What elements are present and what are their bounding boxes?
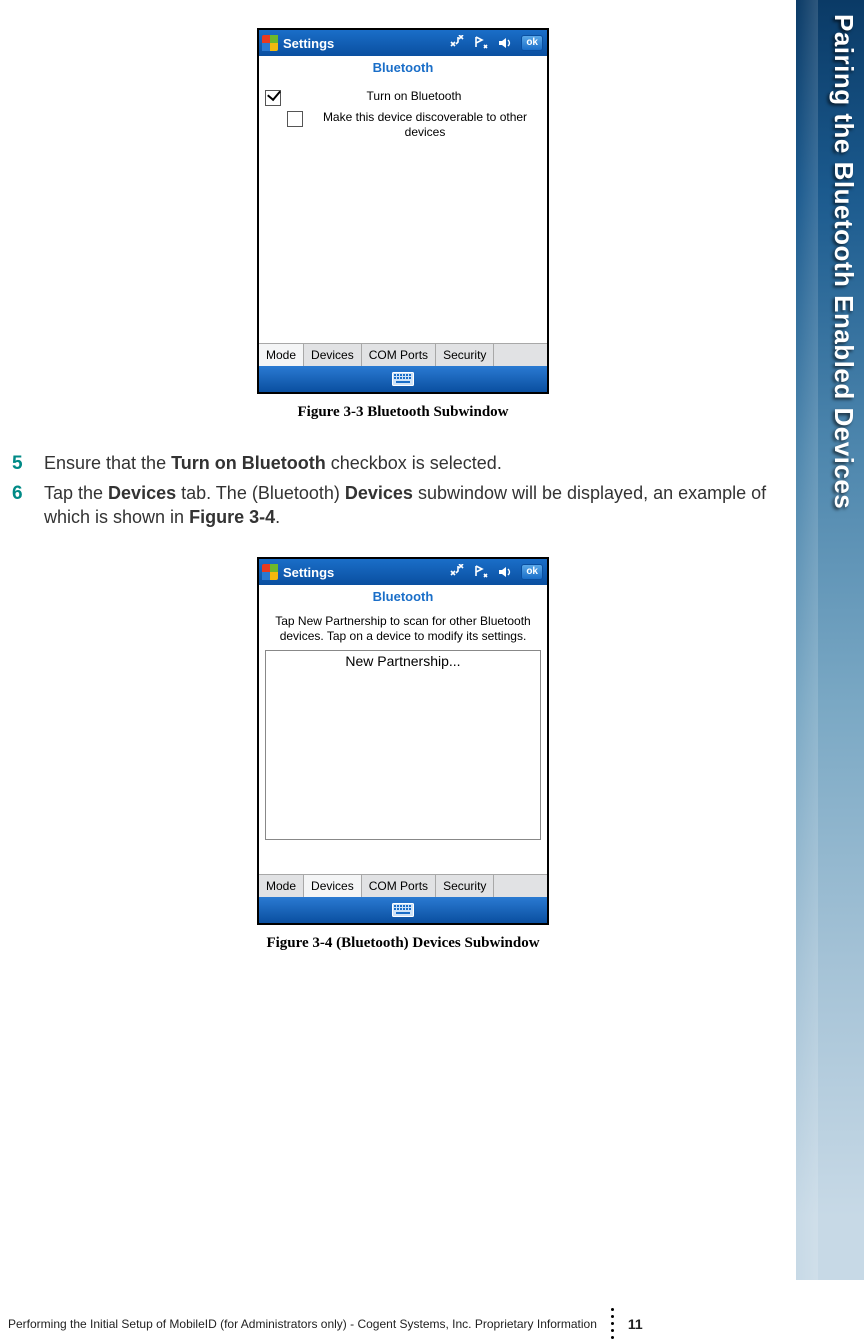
new-partnership-item[interactable]: New Partnership...: [270, 653, 536, 669]
tab-filler: [494, 344, 547, 366]
tab-mode[interactable]: Mode: [259, 344, 304, 366]
footer-text: Performing the Initial Setup of MobileID…: [8, 1317, 597, 1331]
start-flag-icon-2[interactable]: [261, 563, 279, 581]
wm-window-bluetooth-mode: Settings ok Bluetooth Turn on Bluetooth …: [257, 28, 549, 394]
discoverable-label: Make this device discoverable to other d…: [309, 110, 541, 140]
connectivity-icon[interactable]: [449, 35, 465, 51]
keyboard-icon[interactable]: [392, 372, 414, 386]
turn-on-bluetooth-checkbox[interactable]: [265, 90, 281, 106]
step-6-bold-1: Devices: [108, 483, 176, 503]
speaker-icon[interactable]: [497, 35, 513, 51]
instruction-list: 5 Ensure that the Turn on Bluetooth chec…: [12, 451, 794, 529]
wm-body-devices: Tap New Partnership to scan for other Bl…: [259, 610, 547, 874]
tab-mode-2[interactable]: Mode: [259, 875, 304, 897]
tab-devices-2[interactable]: Devices: [304, 875, 362, 897]
speaker-icon-2[interactable]: [497, 564, 513, 580]
tab-com-ports-2[interactable]: COM Ports: [362, 875, 436, 897]
step-5-number: 5: [12, 451, 30, 477]
tab-com-ports[interactable]: COM Ports: [362, 344, 436, 366]
step-6-figure-ref: Figure 3-4: [189, 507, 275, 527]
ok-button-2[interactable]: ok: [521, 564, 543, 580]
devices-help-text: Tap New Partnership to scan for other Bl…: [265, 614, 541, 644]
step-6-part-c: tab. The (Bluetooth): [176, 483, 345, 503]
side-chapter-title: Pairing the Bluetooth Enabled Devices: [804, 14, 859, 509]
tab-devices[interactable]: Devices: [304, 344, 362, 366]
step-5: 5 Ensure that the Turn on Bluetooth chec…: [12, 451, 794, 477]
figure-3-4-caption: Figure 3-4 (Bluetooth) Devices Subwindow: [8, 935, 798, 952]
wm-tabs-2: Mode Devices COM Ports Security: [259, 874, 547, 897]
side-chapter-tab: Pairing the Bluetooth Enabled Devices: [796, 0, 864, 1280]
step-5-text: Ensure that the Turn on Bluetooth checkb…: [44, 451, 794, 477]
start-flag-icon[interactable]: [261, 34, 279, 52]
footer-dots: [611, 1308, 614, 1339]
step-6: 6 Tap the Devices tab. The (Bluetooth) D…: [12, 481, 794, 530]
wm-title-2: Settings: [283, 565, 334, 580]
page-body: Settings ok Bluetooth Turn on Bluetooth …: [0, 0, 798, 1308]
discoverable-checkbox[interactable]: [287, 111, 303, 127]
step-5-part-c: checkbox is selected.: [326, 453, 502, 473]
tab-security-2[interactable]: Security: [436, 875, 494, 897]
wm-subheading-2: Bluetooth: [259, 585, 547, 610]
figure-3-3-caption: Figure 3-3 Bluetooth Subwindow: [8, 404, 798, 421]
signal-icon[interactable]: [473, 35, 489, 51]
signal-icon-2[interactable]: [473, 564, 489, 580]
step-6-part-a: Tap the: [44, 483, 108, 503]
wm-title: Settings: [283, 36, 334, 51]
figure-3-3: Settings ok Bluetooth Turn on Bluetooth …: [8, 28, 798, 421]
figure-3-4: Settings ok Bluetooth Tap New Partnershi…: [8, 557, 798, 952]
step-6-number: 6: [12, 481, 30, 530]
step-6-text: Tap the Devices tab. The (Bluetooth) Dev…: [44, 481, 794, 530]
wm-body-mode: Turn on Bluetooth Make this device disco…: [259, 81, 547, 343]
devices-listbox[interactable]: New Partnership...: [265, 650, 541, 840]
connectivity-icon-2[interactable]: [449, 564, 465, 580]
wm-window-bluetooth-devices: Settings ok Bluetooth Tap New Partnershi…: [257, 557, 549, 925]
page-footer: Performing the Initial Setup of MobileID…: [8, 1308, 848, 1339]
wm-titlebar: Settings ok: [259, 30, 547, 56]
wm-tabs: Mode Devices COM Ports Security: [259, 343, 547, 366]
wm-titlebar-2: Settings ok: [259, 559, 547, 585]
wm-subheading: Bluetooth: [259, 56, 547, 81]
turn-on-bluetooth-label: Turn on Bluetooth: [287, 89, 541, 104]
tab-security[interactable]: Security: [436, 344, 494, 366]
step-5-part-a: Ensure that the: [44, 453, 171, 473]
step-5-bold: Turn on Bluetooth: [171, 453, 326, 473]
step-6-bold-2: Devices: [345, 483, 413, 503]
keyboard-icon-2[interactable]: [392, 903, 414, 917]
wm-bottombar-2: [259, 897, 547, 923]
step-6-part-g: .: [275, 507, 280, 527]
tab-filler-2: [494, 875, 547, 897]
ok-button[interactable]: ok: [521, 35, 543, 51]
wm-bottombar: [259, 366, 547, 392]
footer-page-number: 11: [628, 1316, 643, 1332]
